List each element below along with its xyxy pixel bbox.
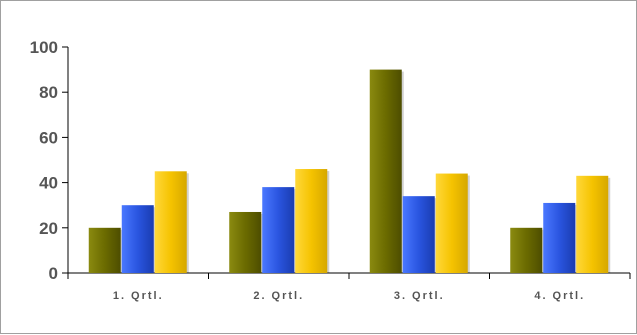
bar-rect (510, 227, 543, 273)
x-tick-label: 3. Qrtl. (394, 290, 445, 302)
bar (229, 211, 264, 273)
bar (510, 227, 545, 273)
y-tick-label: 40 (39, 174, 58, 193)
bar (402, 196, 437, 273)
bar (576, 175, 611, 273)
bar-rect (154, 171, 187, 273)
bar (435, 173, 470, 273)
bar-rect (543, 202, 576, 273)
y-tick-label: 60 (39, 128, 58, 147)
bar-rect (402, 196, 435, 273)
bar (262, 187, 297, 273)
bar (88, 227, 123, 273)
bar-rect (295, 169, 328, 273)
y-tick-label: 20 (39, 219, 58, 238)
bar (154, 171, 189, 273)
bar-rect (576, 175, 609, 273)
bar (543, 202, 578, 273)
bar (295, 169, 330, 273)
bar-rect (88, 227, 121, 273)
tick-labels: 0 20 40 60 80 100 1. Qrtl. 2. Qrtl. 3. Qrtl. 4. Q… (30, 38, 585, 302)
y-tick-label: 100 (30, 38, 58, 57)
bar-rect (121, 205, 154, 273)
bar (369, 69, 404, 273)
bar-rect (435, 173, 468, 273)
y-tick-label: 0 (49, 264, 58, 283)
x-tick-label: 2. Qrtl. (253, 290, 304, 302)
bar (121, 205, 156, 273)
x-tick-label: 1. Qrtl. (113, 290, 164, 302)
bar-rect (369, 69, 402, 273)
bar-rect (262, 187, 295, 273)
x-tick-label: 4. Qrtl. (534, 290, 585, 302)
bars (88, 69, 611, 273)
y-tick-label: 80 (39, 83, 58, 102)
bar-rect (229, 211, 262, 273)
